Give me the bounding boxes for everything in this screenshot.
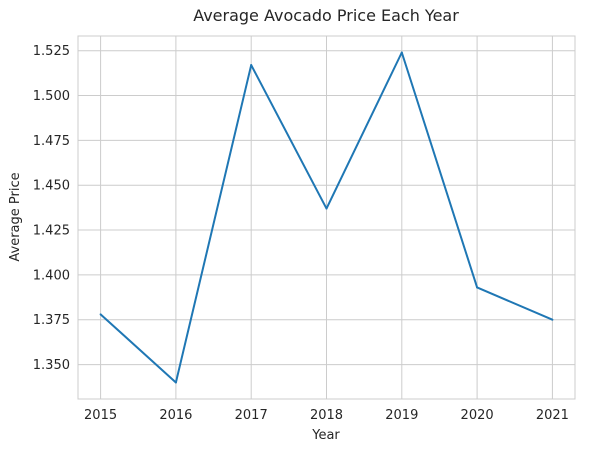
chart-title: Average Avocado Price Each Year: [193, 6, 459, 25]
data-point: [325, 207, 328, 210]
data-point: [174, 381, 177, 384]
grid-lines: [78, 36, 575, 399]
x-tick-label: 2017: [235, 408, 268, 423]
y-tick-label: 1.375: [33, 313, 70, 328]
x-tick-labels: 2015 2016 2017 2018 2019 2020 2021: [84, 408, 569, 423]
data-point: [476, 286, 479, 289]
y-tick-label: 1.450: [33, 179, 70, 194]
x-tick-label: 2020: [461, 408, 494, 423]
data-points: [99, 51, 554, 384]
x-tick-label: 2019: [385, 408, 418, 423]
data-point: [551, 318, 554, 321]
data-point: [250, 64, 253, 67]
x-tick-label: 2016: [159, 408, 192, 423]
y-tick-label: 1.425: [33, 224, 70, 239]
x-tick-label: 2018: [310, 408, 343, 423]
data-point: [400, 51, 403, 54]
y-tick-label: 1.525: [33, 44, 70, 59]
data-point: [99, 313, 102, 316]
y-tick-label: 1.400: [33, 268, 70, 283]
y-tick-label: 1.350: [33, 358, 70, 373]
x-tick-label: 2015: [84, 408, 117, 423]
x-axis-label: Year: [311, 428, 340, 443]
y-tick-labels: 1.350 1.375 1.400 1.425 1.450 1.475 1.500 1.525: [33, 44, 70, 373]
x-tick-label: 2021: [536, 408, 569, 423]
y-tick-label: 1.475: [33, 134, 70, 149]
y-tick-label: 1.500: [33, 89, 70, 104]
y-axis-label: Average Price: [8, 172, 23, 261]
plot-frame: [77, 35, 576, 400]
